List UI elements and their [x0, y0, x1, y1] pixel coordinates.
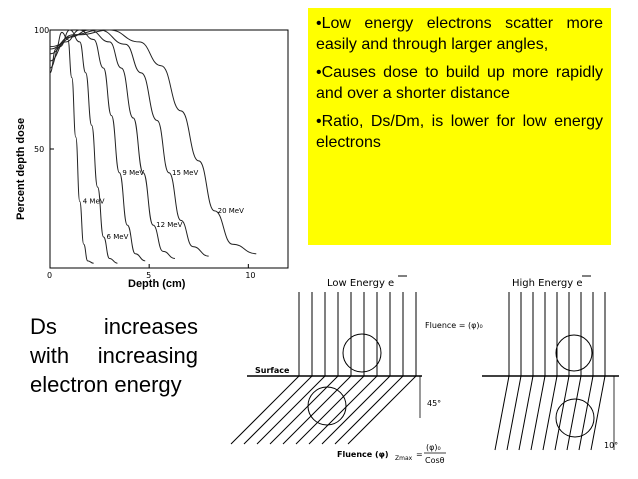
scattered-electron-high: [530, 375, 546, 451]
series-label: 6 MeV: [107, 233, 129, 241]
lower-circle-high: [555, 398, 595, 438]
pdd-curve-15-mev: [49, 29, 209, 257]
pdd-curve-20-mev: [49, 29, 257, 255]
scattered-electron-low: [243, 375, 313, 445]
lower-circle-low: [307, 386, 347, 426]
fluence-formula-den: Cosθ: [425, 456, 445, 465]
angle-low-label: 45°: [427, 399, 441, 408]
scattered-electron-low: [347, 375, 417, 445]
scattered-electron-high: [494, 375, 510, 451]
y-tick-label: 50: [34, 145, 44, 154]
pdd-curve-4-mev: [49, 31, 94, 264]
scattered-electron-low: [334, 375, 404, 445]
scattered-electron-low: [321, 375, 391, 445]
pdd-curve-6-mev: [49, 29, 118, 264]
fluence-formula-lhs: Fluence (φ): [337, 450, 389, 459]
scattered-electron-high: [554, 375, 570, 451]
scattered-electron-low: [230, 375, 300, 445]
upper-circle-low: [342, 333, 382, 373]
angle-high-label: 10°: [604, 441, 618, 450]
scattered-electron-high: [542, 375, 558, 451]
high-energy-title: High Energy e: [512, 278, 583, 289]
x-tick-label: 0: [47, 271, 52, 280]
series-label: 15 MeV: [172, 169, 198, 177]
fluence-label: Fluence = (φ)₀: [425, 321, 483, 330]
pdd-curve-9-mev: [49, 29, 146, 262]
depth-dose-chart: 0 5 10 50 100 4 MeV 6 MeV 9 MeV 12 MeV 15 MeV 20 …: [10, 10, 300, 295]
plot-frame: [49, 29, 289, 269]
low-energy-circles: [307, 333, 595, 438]
bullet-point: •Ratio, Ds/Dm, is lower for low energy e…: [316, 113, 603, 151]
series-label: 20 MeV: [218, 207, 244, 215]
scattered-electron-high: [590, 375, 606, 451]
upper-circle-high: [555, 334, 593, 372]
y-axis-label: Percent depth dose: [15, 118, 27, 220]
scattered-electron-high: [506, 375, 522, 451]
scattered-electron-high: [566, 375, 582, 451]
y-tick-label: 100: [34, 26, 49, 35]
x-axis-label: Depth (cm): [128, 278, 186, 290]
series-label: 12 MeV: [156, 221, 182, 229]
bullet-point: •Low energy electrons scatter more easil…: [316, 15, 603, 53]
pdd-curve-12-mev: [49, 29, 176, 259]
fluence-formula-eq: =: [416, 450, 423, 459]
low-energy-title: Low Energy e: [327, 278, 394, 289]
scattered-electron-low: [282, 375, 352, 445]
fluence-formula-num: (φ)₀: [426, 443, 441, 452]
series-label: 4 MeV: [83, 197, 105, 205]
bullet-point: •Causes dose to build up more rapidly an…: [316, 64, 603, 102]
scattered-electron-low: [295, 375, 365, 445]
x-tick-label: 5: [146, 271, 151, 280]
scattered-electron-low: [269, 375, 339, 445]
ds-energy-statement: Ds increases with increasing electron en…: [30, 314, 198, 397]
key-points-box: •Low energy electrons scatter more easil…: [308, 8, 611, 245]
depth-dose-plot: 0 5 10 50 100 4 MeV 6 MeV 9 MeV 12 MeV 15 MeV 20 …: [15, 26, 289, 290]
x-tick-label: 10: [245, 271, 255, 280]
surface-label: Surface: [255, 366, 290, 375]
electron-fluence-diagram: Low Energy e High Energy e Fluence = (φ)…: [230, 275, 619, 465]
scattered-electron-high: [518, 375, 534, 451]
series-label: 9 MeV: [122, 169, 144, 177]
scattered-electron-high: [578, 375, 594, 451]
scattered-electron-low: [308, 375, 378, 445]
fluence-formula-sub: Zmax: [395, 455, 413, 462]
scattered-electron-low: [256, 375, 326, 445]
